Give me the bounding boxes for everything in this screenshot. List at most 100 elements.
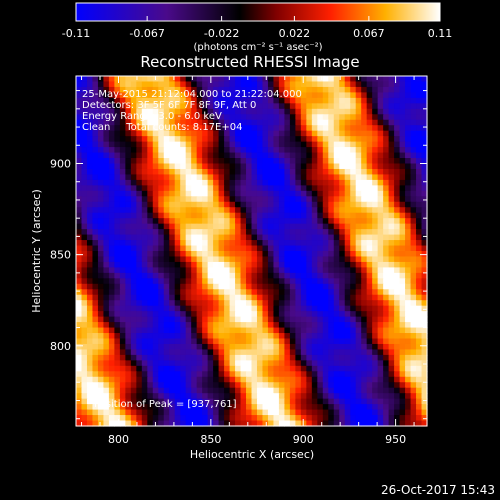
heatmap-cell [147, 415, 154, 422]
heatmap-cell [76, 119, 83, 126]
heatmap-cell [76, 212, 83, 219]
heatmap-cell [317, 158, 324, 165]
heatmap-cell [213, 114, 220, 121]
heatmap-cell [81, 240, 88, 247]
heatmap-cell [372, 240, 379, 247]
heatmap-cell [185, 240, 192, 247]
heatmap-cell [416, 398, 423, 405]
heatmap-cell [207, 387, 214, 394]
heatmap-cell [169, 76, 176, 83]
heatmap-cell [229, 311, 236, 318]
heatmap-cell [185, 147, 192, 154]
heatmap-cell [196, 240, 203, 247]
heatmap-cell [410, 190, 417, 197]
heatmap-cell [81, 103, 88, 110]
heatmap-cell [76, 294, 83, 301]
heatmap-cell [185, 398, 192, 405]
heatmap-cell [97, 376, 105, 383]
heatmap-cell [256, 229, 264, 236]
heatmap-cell [328, 196, 335, 203]
heatmap-cell [361, 398, 368, 405]
heatmap-cell [125, 322, 132, 329]
heatmap-cell [328, 360, 335, 367]
heatmap-cell [240, 92, 247, 99]
heatmap-cell [377, 305, 384, 312]
heatmap-cell [295, 196, 302, 203]
heatmap-cell [213, 322, 220, 329]
heatmap-cell [322, 404, 329, 411]
heatmap-cell [235, 125, 242, 132]
heatmap-cell [81, 163, 88, 170]
heatmap-cell [350, 234, 357, 241]
heatmap-cell [328, 190, 335, 197]
heatmap-cell [383, 207, 390, 214]
heatmap-cell [372, 152, 379, 159]
heatmap-cell [125, 387, 132, 394]
heatmap-cell [174, 168, 181, 176]
heatmap-cell [114, 393, 121, 400]
heatmap-cell [185, 420, 192, 427]
heatmap-cell [350, 387, 357, 394]
heatmap-cell [169, 152, 176, 159]
heatmap-cell [158, 283, 165, 290]
heatmap-cell [355, 174, 362, 181]
heatmap-cell [136, 103, 143, 110]
heatmap-cell [278, 108, 285, 115]
heatmap-cell [284, 174, 291, 181]
heatmap-cell [130, 168, 137, 176]
heatmap-cell [103, 136, 110, 143]
heatmap-cell [383, 114, 390, 121]
heatmap-cell [421, 338, 428, 345]
heatmap-cell [196, 327, 203, 334]
heatmap-cell [256, 103, 264, 110]
heatmap-cell [147, 212, 154, 219]
heatmap-cell [119, 343, 126, 351]
heatmap-cell [256, 360, 264, 367]
heatmap-cell [235, 300, 242, 307]
heatmap-cell [278, 311, 285, 318]
heatmap-cell [196, 333, 203, 340]
heatmap-cell [136, 218, 143, 225]
heatmap-cell [158, 81, 165, 88]
heatmap-cell [256, 365, 264, 372]
heatmap-cell [383, 76, 390, 83]
heatmap-cell [394, 267, 401, 274]
heatmap-cell [136, 179, 143, 186]
heatmap-cell [355, 152, 362, 159]
heatmap-cell [410, 267, 417, 274]
heatmap-cell [180, 196, 187, 203]
heatmap-cell [130, 343, 137, 351]
heatmap-cell [246, 251, 253, 258]
heatmap-cell [278, 420, 285, 427]
heatmap-cell [256, 190, 264, 197]
heatmap-cell [251, 185, 258, 192]
heatmap-cell [306, 76, 313, 83]
heatmap-cell [416, 327, 423, 334]
heatmap-cell [355, 168, 362, 176]
heatmap-cell [92, 168, 99, 176]
heatmap-cell [405, 81, 412, 88]
heatmap-cell [306, 327, 313, 334]
heatmap-cell [207, 136, 214, 143]
heatmap-cell [119, 240, 126, 247]
heatmap-cell [278, 404, 285, 411]
heatmap-cell [86, 152, 94, 159]
heatmap-cell [158, 343, 165, 351]
heatmap-cell [229, 415, 236, 422]
heatmap-cell [86, 376, 94, 383]
heatmap-cell [289, 190, 296, 197]
heatmap-cell [218, 130, 225, 137]
heatmap-cell [163, 190, 170, 197]
heatmap-cell [191, 103, 198, 110]
heatmap-cell [76, 179, 83, 186]
heatmap-cell [108, 338, 115, 345]
heatmap-cell [97, 201, 105, 208]
heatmap-cell [152, 108, 159, 115]
heatmap-cell [372, 207, 379, 214]
heatmap-cell [262, 338, 269, 345]
heatmap-cell [317, 223, 324, 230]
heatmap-cell [174, 218, 181, 225]
heatmap-cell [251, 278, 258, 285]
heatmap-cell [328, 338, 335, 345]
heatmap-cell [372, 86, 379, 94]
